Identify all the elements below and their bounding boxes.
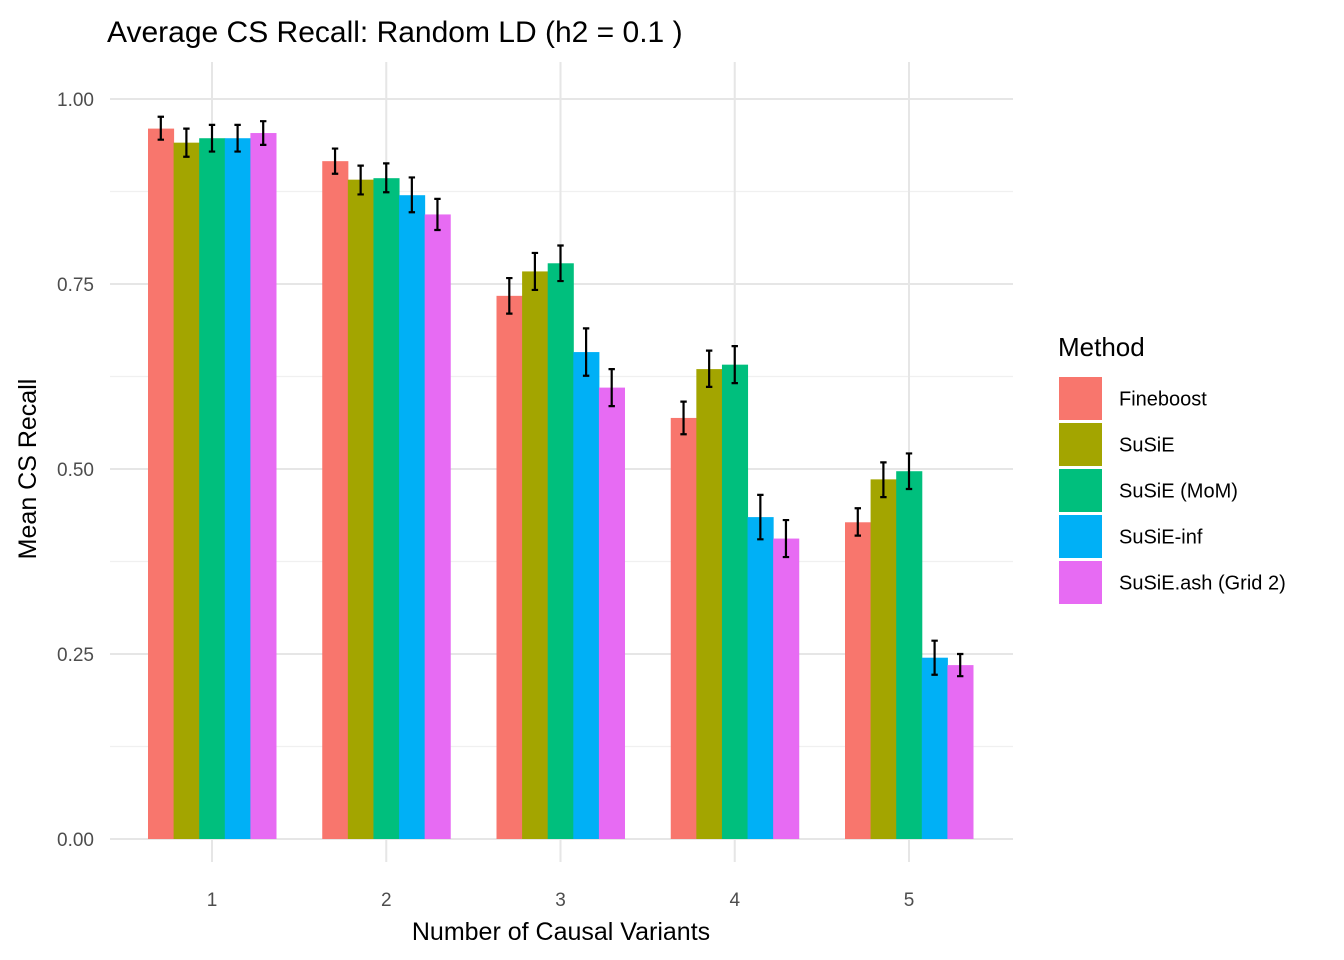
bar — [322, 161, 349, 839]
bar — [696, 369, 723, 839]
bar — [747, 517, 774, 839]
bar — [496, 295, 523, 840]
bar — [250, 133, 277, 840]
bar — [199, 138, 226, 840]
y-axis-ticks: 0.00 0.25 0.50 0.75 1.00 — [57, 90, 94, 851]
error-bar — [880, 461, 887, 499]
error-bar — [782, 518, 790, 559]
legend-label: Fineboost — [1119, 389, 1207, 411]
error-bar — [383, 162, 390, 194]
bar — [373, 178, 400, 839]
error-bar — [608, 368, 615, 408]
legend-label: SuSiE.ash (Grid 2) — [1119, 573, 1286, 595]
bars — [148, 128, 974, 840]
bar — [173, 142, 200, 839]
error-bar — [183, 127, 190, 158]
bar — [845, 522, 872, 839]
error-bar — [408, 176, 416, 214]
x-tick-label: 5 — [904, 890, 915, 911]
bar — [670, 417, 697, 839]
bar — [921, 657, 948, 839]
error-bar — [557, 244, 564, 283]
error-bar — [957, 652, 964, 678]
bar — [870, 479, 897, 839]
legend-key — [1059, 423, 1102, 466]
error-bar — [705, 349, 713, 388]
error-bars — [157, 115, 964, 678]
y-tick-label: 0.75 — [57, 275, 94, 296]
x-tick-label: 1 — [207, 890, 218, 911]
legend-label: SuSiE-inf — [1119, 527, 1203, 549]
x-tick-label: 4 — [729, 890, 740, 911]
legend-key — [1059, 377, 1102, 420]
error-bar — [434, 197, 441, 232]
bar — [148, 128, 175, 840]
legend-key — [1059, 469, 1102, 512]
y-tick-label: 0.25 — [57, 645, 94, 666]
bar — [547, 263, 574, 839]
error-bar — [731, 345, 738, 385]
error-bar — [331, 147, 339, 175]
error-bar — [357, 164, 364, 196]
chart-title: Average CS Recall: Random LD (h2 = 0.1 ) — [107, 16, 683, 49]
y-tick-label: 0.50 — [57, 460, 94, 481]
x-tick-label: 3 — [555, 890, 566, 911]
bar — [522, 271, 549, 839]
legend-key — [1059, 561, 1102, 604]
x-axis-title: Number of Causal Variants — [412, 918, 710, 946]
error-bar — [931, 639, 938, 676]
bar — [347, 179, 374, 839]
error-bar — [208, 123, 216, 153]
legend-label: SuSiE (MoM) — [1119, 481, 1238, 503]
y-axis-title: Mean CS Recall — [14, 379, 42, 560]
bar — [573, 352, 600, 839]
bar — [721, 364, 749, 839]
bar — [947, 665, 974, 839]
legend-label: SuSiE — [1119, 435, 1175, 457]
error-bar — [531, 251, 539, 292]
error-bar — [582, 327, 590, 377]
bar — [399, 195, 426, 839]
y-tick-label: 0.00 — [57, 830, 94, 851]
legend-title: Method — [1058, 332, 1145, 362]
bar — [896, 471, 923, 839]
error-bar — [680, 400, 687, 436]
x-axis-ticks: 1 2 3 4 5 — [207, 890, 915, 911]
bar — [424, 214, 451, 839]
error-bar — [157, 115, 164, 141]
y-tick-label: 1.00 — [57, 90, 94, 111]
error-bar — [260, 120, 267, 146]
error-bar — [234, 123, 241, 153]
error-bar — [506, 276, 513, 315]
bar — [224, 138, 251, 840]
legend: Method Fineboost SuSiE SuSiE (MoM) SuSiE-in… — [1058, 332, 1286, 604]
error-bar — [854, 507, 861, 537]
bar — [598, 387, 625, 839]
legend-key — [1059, 515, 1102, 558]
error-bar — [905, 452, 913, 491]
bar — [773, 538, 800, 839]
error-bar — [757, 493, 764, 541]
x-tick-label: 2 — [381, 890, 392, 911]
